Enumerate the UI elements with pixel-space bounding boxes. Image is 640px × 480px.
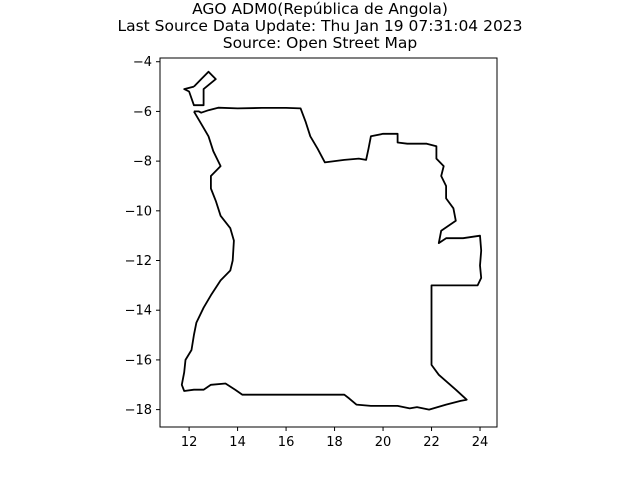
map-title-line-2: Last Source Data Update: Thu Jan 19 07:3… [117,17,523,35]
boundary-line-0 [183,70,217,107]
map-title: AGO ADM0(República de Angola) Last Sourc… [0,0,640,52]
map-title-line-1: AGO ADM0(República de Angola) [192,0,448,18]
y-tick-label: −10 [125,204,152,219]
y-tick-label: −18 [125,403,152,418]
y-tick-label: −8 [133,155,152,170]
x-tick-label: 18 [326,435,343,450]
boundary-line-1 [180,106,483,411]
map-title-line-3: Source: Open Street Map [222,34,418,52]
y-tick-label: −6 [133,105,152,120]
x-tick-label: 20 [375,435,392,450]
x-tick-label: 24 [472,435,489,450]
y-axis: −4 −6 −8 −10 −12 −14 −16 −18 [125,55,160,418]
plot-area [160,58,497,427]
y-tick-label: −4 [133,55,152,70]
x-axis: 12 14 16 18 20 22 24 [181,427,488,450]
boundary-layer [180,70,483,411]
y-tick-label: −14 [125,304,152,319]
x-tick-label: 16 [278,435,295,450]
y-tick-label: −12 [125,254,152,269]
x-tick-label: 12 [181,435,198,450]
x-tick-label: 22 [423,435,440,450]
axes-frame [159,57,498,428]
y-tick-label: −16 [125,353,152,368]
x-tick-label: 14 [229,435,246,450]
